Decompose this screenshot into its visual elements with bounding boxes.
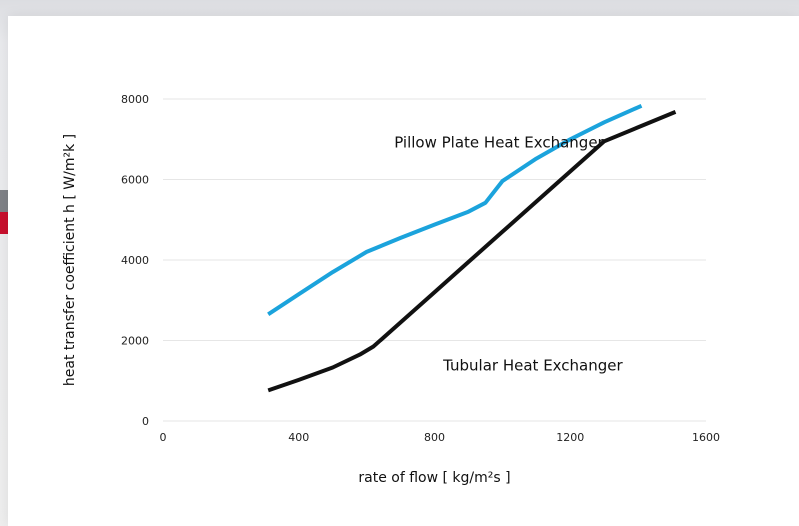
- series-line-tubular: [267, 110, 677, 393]
- annotations: Pillow Plate Heat Exchanger Tubular Heat …: [394, 133, 623, 374]
- x-tick-labels: 0 400 800 1200 1600: [160, 431, 721, 444]
- y-tick-label: 8000: [121, 93, 149, 106]
- x-tick-label: 1600: [692, 431, 720, 444]
- x-axis-label: rate of flow [ kg/m²s ]: [358, 470, 510, 486]
- x-tick-label: 400: [288, 431, 309, 444]
- series-line-pillow-plate: [267, 103, 643, 316]
- annotation-pillow-plate: Pillow Plate Heat Exchanger: [394, 133, 604, 151]
- x-tick-label: 0: [160, 431, 167, 444]
- grid-lines: [163, 98, 706, 422]
- y-tick-label: 6000: [121, 174, 149, 187]
- annotation-tubular: Tubular Heat Exchanger: [442, 357, 623, 375]
- side-accent-red: [0, 212, 10, 234]
- y-tick-label: 4000: [121, 254, 149, 267]
- chart-svg: 0 2000 4000 6000 8000 0 400 800 1200 1600 Pillow…: [62, 93, 721, 486]
- y-tick-label: 2000: [121, 335, 149, 348]
- y-axis-label: heat transfer coefficient h [ W/m²k ]: [62, 134, 78, 386]
- x-tick-label: 1200: [556, 431, 584, 444]
- side-accent-grey: [0, 190, 10, 212]
- chart-card: 0 2000 4000 6000 8000 0 400 800 1200 1600 Pillow…: [8, 16, 799, 526]
- y-tick-label: 0: [142, 415, 149, 428]
- series-lines: [267, 103, 677, 393]
- x-tick-label: 800: [424, 431, 445, 444]
- y-tick-labels: 0 2000 4000 6000 8000: [121, 93, 149, 428]
